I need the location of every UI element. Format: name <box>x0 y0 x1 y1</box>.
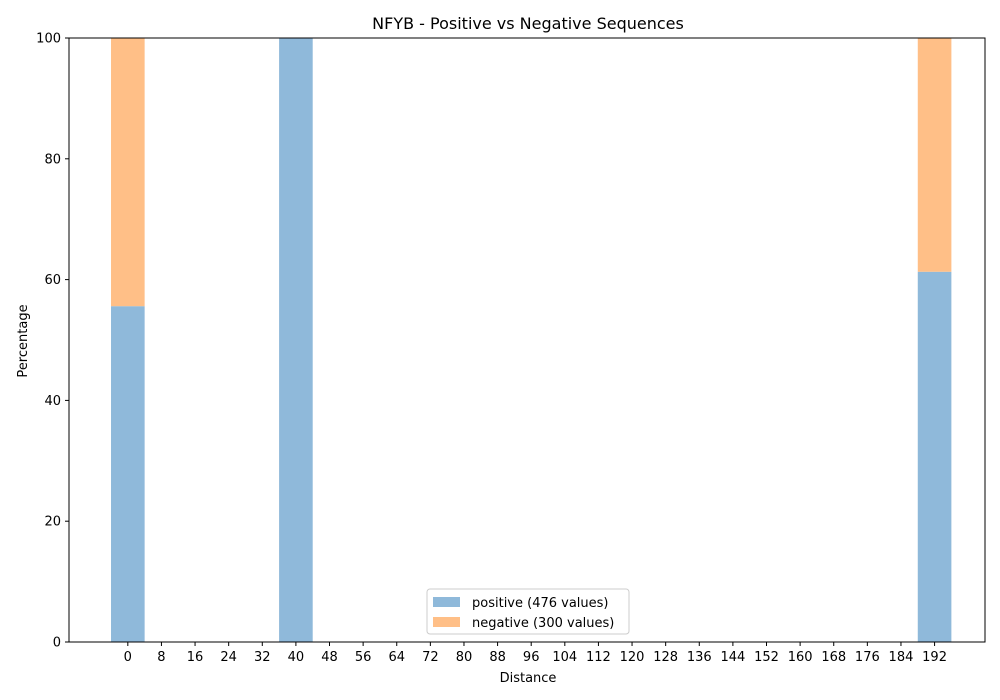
x-tick-label: 184 <box>889 650 914 665</box>
legend-label-positive: positive (476 values) <box>472 596 609 611</box>
legend-swatch-negative <box>433 617 460 627</box>
x-tick-label: 136 <box>687 650 712 665</box>
bars-group <box>111 38 952 642</box>
plot-frame <box>68 37 986 643</box>
x-tick-label: 160 <box>788 650 813 665</box>
y-tick-label: 40 <box>44 394 61 409</box>
y-axis-label: Percentage <box>16 304 31 377</box>
x-tick-label: 56 <box>355 650 372 665</box>
x-tick-label: 40 <box>288 650 305 665</box>
bar-negative-192 <box>917 38 952 272</box>
x-tick-label: 16 <box>187 650 204 665</box>
x-tick-label: 152 <box>754 650 779 665</box>
x-tick-label: 0 <box>124 650 132 665</box>
x-tick-label: 32 <box>254 650 271 665</box>
x-tick-label: 128 <box>653 650 678 665</box>
x-tick-label: 120 <box>620 650 645 665</box>
x-tick-label: 96 <box>523 650 540 665</box>
x-tick-label: 24 <box>220 650 237 665</box>
y-tick-label: 80 <box>44 152 61 167</box>
y-tick-label: 100 <box>36 32 61 47</box>
x-axis-label: Distance <box>500 671 557 686</box>
x-tick-label: 104 <box>552 650 577 665</box>
bar-positive-0 <box>111 306 145 642</box>
x-tick-label: 48 <box>321 650 338 665</box>
bar-positive-40 <box>279 38 313 642</box>
x-tick-label: 144 <box>720 650 745 665</box>
bar-negative-0 <box>111 38 145 307</box>
x-tick-label: 64 <box>388 650 405 665</box>
legend: positive (476 values) negative (300 value… <box>426 588 630 635</box>
x-tick-label: 168 <box>821 650 846 665</box>
legend-box <box>426 588 630 635</box>
legend-label-negative: negative (300 values) <box>472 616 614 631</box>
x-tick-label: 80 <box>456 650 473 665</box>
legend-swatch-positive <box>433 597 460 607</box>
y-tick-label: 20 <box>44 515 61 530</box>
bar-positive-192 <box>917 271 952 642</box>
x-tick-label: 176 <box>855 650 880 665</box>
y-axis-ticks: 0 20 40 60 80 100 <box>36 32 69 651</box>
y-tick-label: 0 <box>53 636 61 651</box>
x-tick-label: 72 <box>422 650 439 665</box>
chart-title: NFYB - Positive vs Negative Sequences <box>372 14 684 33</box>
x-tick-label: 88 <box>489 650 506 665</box>
x-tick-label: 112 <box>586 650 611 665</box>
x-tick-label: 8 <box>157 650 165 665</box>
x-axis-ticks: 0 8 16 24 32 40 48 56 64 72 80 88 96 104 112 120 128 136 1… <box>124 642 947 665</box>
y-tick-label: 60 <box>44 273 61 288</box>
x-tick-label: 192 <box>922 650 947 665</box>
